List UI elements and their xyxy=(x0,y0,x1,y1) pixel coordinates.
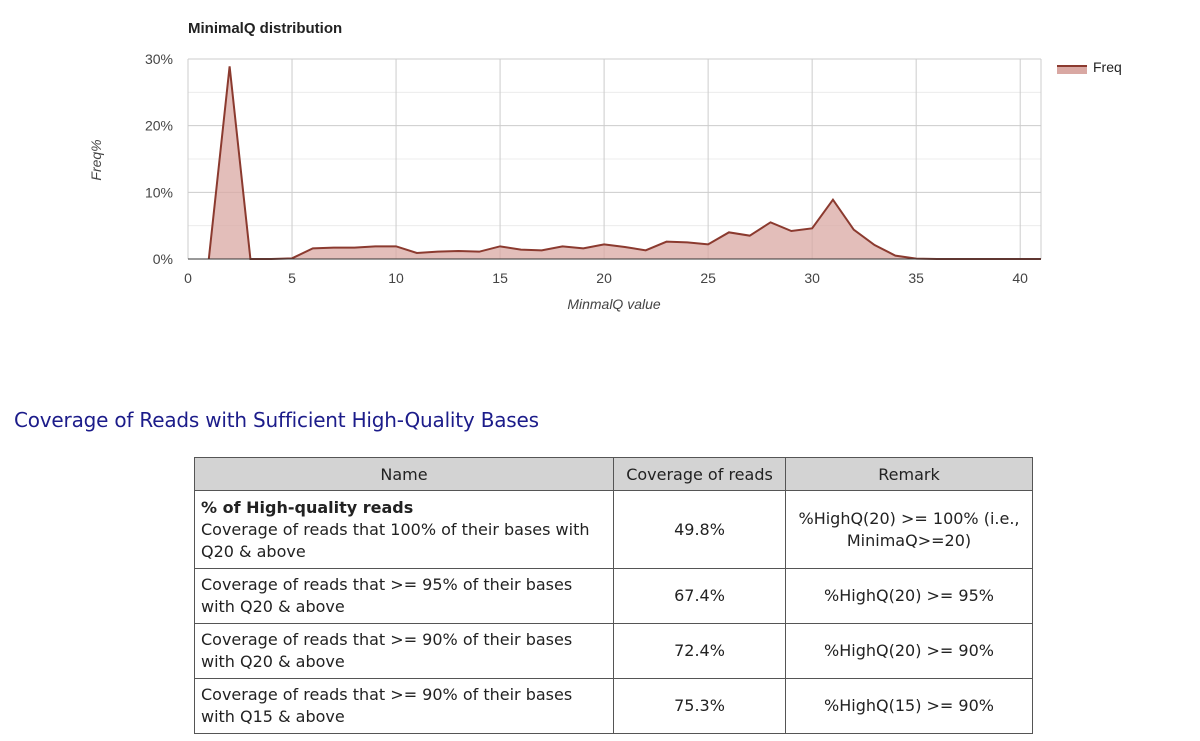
x-axis-label: MinmalQ value xyxy=(567,296,661,312)
header-coverage: Coverage of reads xyxy=(613,457,786,491)
y-tick-label: 0% xyxy=(153,251,173,267)
x-tick-label: 0 xyxy=(184,270,192,286)
row-remark: %HighQ(20) >= 90% xyxy=(785,623,1033,679)
y-tick-label: 20% xyxy=(145,118,173,134)
table-row: Coverage of reads that >= 90% of their b… xyxy=(194,623,1033,679)
chart-svg: 0 5 10 15 20 25 30 35 40 0% 10% 20% 30% MinimalQ di… xyxy=(88,20,1122,312)
x-tick-label: 20 xyxy=(596,270,612,286)
row-coverage: 72.4% xyxy=(613,623,786,679)
row-coverage: 75.3% xyxy=(613,678,786,734)
chart-title: MinimalQ distribution xyxy=(188,20,342,37)
x-tick-label: 5 xyxy=(288,270,296,286)
row-description: Coverage of reads that >= 95% of their b… xyxy=(201,575,573,616)
legend-label-freq: Freq xyxy=(1093,59,1122,75)
coverage-table: Name Coverage of reads Remark % of High-… xyxy=(194,457,1033,734)
row-description: Coverage of reads that >= 90% of their b… xyxy=(201,685,573,726)
row-name-cell: % of High-quality reads Coverage of read… xyxy=(194,490,614,569)
series-line-freq xyxy=(207,66,1041,260)
x-tick-label: 25 xyxy=(700,270,716,286)
x-tick-label: 40 xyxy=(1012,270,1028,286)
series-area-freq xyxy=(208,66,1041,259)
y-tick-label: 30% xyxy=(145,51,173,67)
section-heading: Coverage of Reads with Sufficient High-Q… xyxy=(14,408,539,432)
row-remark: %HighQ(20) >= 95% xyxy=(785,568,1033,624)
row-name-cell: Coverage of reads that >= 95% of their b… xyxy=(194,568,614,624)
row-description: Coverage of reads that >= 90% of their b… xyxy=(201,630,573,671)
chart-legend: Freq xyxy=(1057,59,1122,75)
row-name-cell: Coverage of reads that >= 90% of their b… xyxy=(194,623,614,679)
table-row: % of High-quality reads Coverage of read… xyxy=(194,490,1033,569)
row-description: Coverage of reads that 100% of their bas… xyxy=(201,519,590,561)
header-name: Name xyxy=(194,457,614,491)
row-title: % of High-quality reads xyxy=(201,497,414,517)
legend-swatch xyxy=(1057,66,1087,74)
table-row: Coverage of reads that >= 90% of their b… xyxy=(194,678,1033,734)
x-tick-label: 35 xyxy=(908,270,924,286)
x-tick-label: 15 xyxy=(492,270,508,286)
row-coverage: 49.8% xyxy=(613,490,786,569)
table-row: Coverage of reads that >= 95% of their b… xyxy=(194,568,1033,624)
minimalq-chart: 0 5 10 15 20 25 30 35 40 0% 10% 20% 30% MinimalQ di… xyxy=(0,0,1200,330)
header-remark: Remark xyxy=(785,457,1033,491)
row-remark: %HighQ(20) >= 100% (i.e., MinimaQ>=20) xyxy=(785,490,1033,569)
y-tick-label: 10% xyxy=(145,184,173,200)
row-remark: %HighQ(15) >= 90% xyxy=(785,678,1033,734)
x-tick-label: 30 xyxy=(804,270,820,286)
y-axis-label: Freq% xyxy=(88,139,104,180)
row-name-cell: Coverage of reads that >= 90% of their b… xyxy=(194,678,614,734)
x-tick-label: 10 xyxy=(388,270,404,286)
table-header-row: Name Coverage of reads Remark xyxy=(194,457,1033,491)
row-coverage: 67.4% xyxy=(613,568,786,624)
